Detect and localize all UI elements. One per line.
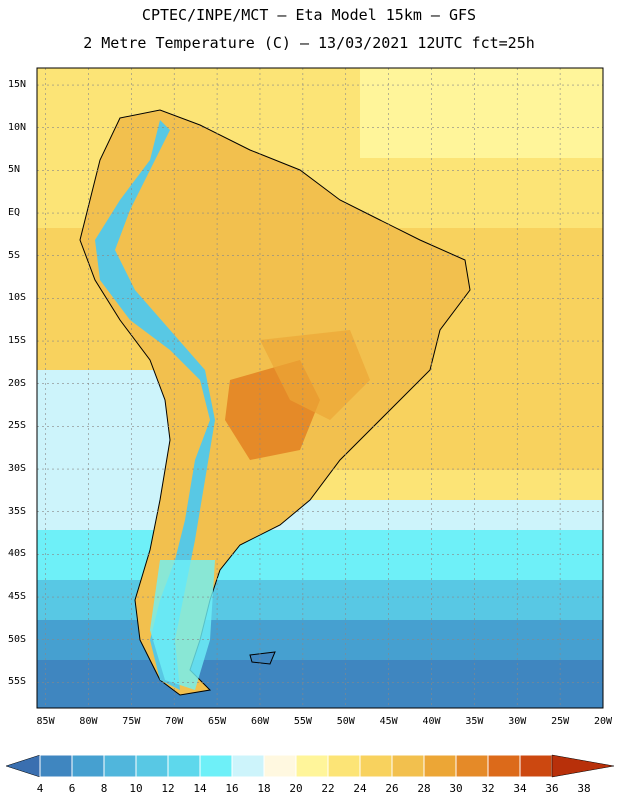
colorbar-label: 24 xyxy=(353,782,367,795)
atlantic-mid-band xyxy=(300,470,603,500)
colorbar-label: 22 xyxy=(321,782,335,795)
lon-label: 85W xyxy=(36,716,55,727)
colorbar-swatch xyxy=(519,754,553,778)
colorbar-swatch xyxy=(71,754,105,778)
colorbar-swatch xyxy=(167,754,201,778)
colorbar-swatch xyxy=(263,754,297,778)
colorbar xyxy=(5,754,615,778)
colorbar-label: 30 xyxy=(449,782,463,795)
colorbar-swatch xyxy=(103,754,137,778)
colorbar-swatch xyxy=(135,754,169,778)
colorbar-swatch xyxy=(327,754,361,778)
lat-label: 5N xyxy=(8,164,21,176)
colorbar-swatch xyxy=(199,754,233,778)
map-title-line1: CPTEC/INPE/MCT – Eta Model 15km – GFS xyxy=(141,6,477,24)
lon-label: 20W xyxy=(593,716,613,727)
patagonia-cool-region xyxy=(150,560,215,690)
lat-label: 15N xyxy=(8,79,27,91)
colorbar-label: 6 xyxy=(68,782,76,795)
colorbar-label: 8 xyxy=(100,782,108,795)
lat-label: 50S xyxy=(8,633,27,645)
atlantic-warm-band xyxy=(360,68,603,158)
warm-interior-region xyxy=(260,330,370,420)
lat-label: 55S xyxy=(8,676,27,688)
lon-label: 80W xyxy=(79,716,98,727)
ocean-band-south-5 xyxy=(37,660,603,708)
colorbar-label: 10 xyxy=(129,782,143,795)
map-grid xyxy=(37,68,603,708)
colorbar-label: 36 xyxy=(545,782,559,795)
colorbar-label: 28 xyxy=(417,782,431,795)
colorbar-label: 26 xyxy=(385,782,399,795)
andes-cold-strip xyxy=(95,120,215,690)
ocean-band-south-2 xyxy=(37,530,603,580)
colorbar-swatch xyxy=(455,754,489,778)
lon-label: 65W xyxy=(208,716,227,727)
lon-label: 75W xyxy=(122,716,141,727)
colorbar-swatch xyxy=(487,754,521,778)
lat-label: 45S xyxy=(8,591,27,603)
colorbar-swatch xyxy=(423,754,457,778)
lon-label: 60W xyxy=(250,716,269,727)
colorbar-label: 32 xyxy=(481,782,495,795)
map-title-line2: 2 Metre Temperature (C) – 13/03/2021 12U… xyxy=(83,34,535,52)
colorbar-label: 4 xyxy=(36,782,44,795)
lon-label: 40W xyxy=(422,716,441,727)
colorbar-label: 14 xyxy=(193,782,207,795)
falkland-islands xyxy=(249,651,276,665)
colorbar-swatch xyxy=(295,754,329,778)
lat-label: 10N xyxy=(8,121,27,133)
lon-label: 25W xyxy=(551,716,570,727)
lat-label: 40S xyxy=(8,548,27,560)
lon-label: 55W xyxy=(293,716,312,727)
lat-label: 5S xyxy=(8,249,21,261)
colorbar-swatch xyxy=(391,754,425,778)
ocean-band-south-3 xyxy=(37,580,603,620)
colorbar-label: 38 xyxy=(577,782,591,795)
lon-label: 35W xyxy=(465,716,484,727)
lat-label: 25S xyxy=(8,420,27,432)
lon-label: 45W xyxy=(379,716,398,727)
colorbar-label: 18 xyxy=(257,782,271,795)
colorbar-swatch xyxy=(231,754,265,778)
lat-label: 15S xyxy=(8,335,27,347)
colorbar-min-arrow xyxy=(5,754,41,778)
colorbar-label: 34 xyxy=(513,782,527,795)
colorbar-label: 16 xyxy=(225,782,239,795)
lat-label: 30S xyxy=(8,463,27,475)
lon-label: 30W xyxy=(508,716,527,727)
lat-label: 20S xyxy=(8,377,27,389)
lat-label: 35S xyxy=(8,505,27,517)
lat-label: 10S xyxy=(8,292,27,304)
colorbar-label: 20 xyxy=(289,782,303,795)
colorbar-swatch xyxy=(359,754,393,778)
colorbar-max-arrow xyxy=(551,754,615,778)
lon-label: 70W xyxy=(165,716,184,727)
lon-label: 50W xyxy=(336,716,355,727)
map-frame xyxy=(36,67,604,709)
colorbar-label: 12 xyxy=(161,782,175,795)
colorbar-swatch xyxy=(39,754,73,778)
lat-label: EQ xyxy=(8,207,21,219)
